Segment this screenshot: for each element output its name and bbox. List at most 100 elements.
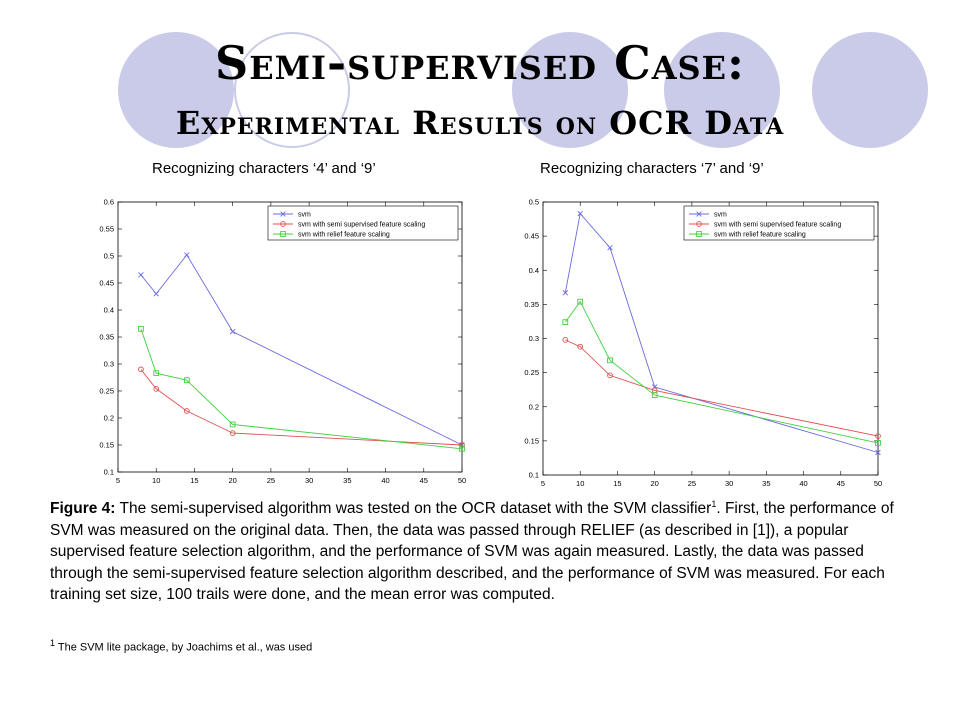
chart-1: 5 10 15 20 25 30 35 40 45 50 0.1 0.15 0.2 0.25 0.3 0.35… <box>99 198 466 486</box>
data-point-s1 <box>577 210 583 217</box>
data-point-s3 <box>138 326 144 332</box>
data-point-s1 <box>229 328 236 335</box>
legend-marker-2 <box>280 221 286 227</box>
data-point-s2 <box>229 430 236 436</box>
y-tick-label: 0.1 <box>529 471 539 480</box>
x-tick-label: 40 <box>381 476 389 485</box>
legend-marker-1 <box>696 211 702 217</box>
data-point-s1 <box>184 252 190 258</box>
decor-circle-3 <box>512 32 628 148</box>
legend-marker-3 <box>280 231 286 237</box>
legend-marker-1 <box>280 211 286 217</box>
data-point-s2 <box>562 337 569 343</box>
x-tick-label: 50 <box>874 479 882 488</box>
plot-area <box>117 201 463 473</box>
data-point-s2 <box>183 408 190 414</box>
x-tick-label: 25 <box>267 476 275 485</box>
plot-area <box>542 201 879 476</box>
y-tick-label: 0.15 <box>524 436 539 445</box>
data-point-s1 <box>607 245 613 251</box>
data-point-s3 <box>562 319 569 325</box>
data-point-s3 <box>183 377 190 384</box>
y-tick-label: 0.5 <box>529 198 539 207</box>
caption-sup: 1 <box>711 499 717 509</box>
y-tick-label: 0.55 <box>99 225 114 234</box>
decor-circle-4 <box>664 32 780 148</box>
caption-text-1: The semi-supervised algorithm was tested… <box>115 500 712 518</box>
y-tick-label: 0.15 <box>99 441 114 450</box>
x-tick-label: 35 <box>762 479 770 488</box>
x-tick-label: 30 <box>305 476 313 485</box>
decor-circle-1 <box>118 32 234 148</box>
legend-label-2: svm with semi supervised feature scaling <box>298 222 425 229</box>
y-tick-label: 0.3 <box>529 334 539 343</box>
legend-marker-2 <box>696 221 702 227</box>
legend-label-3: svm with relief feature scaling <box>298 232 390 239</box>
figure-caption: Figure 4: The semi-supervised algorithm … <box>50 494 910 606</box>
y-tick-label: 0.1 <box>104 468 114 477</box>
data-point-s3 <box>607 357 613 364</box>
x-tick-label: 10 <box>152 476 160 485</box>
series-line-3 <box>140 328 463 450</box>
legend-label-3: svm with relief feature scaling <box>714 232 806 239</box>
x-tick-label: 50 <box>458 476 466 485</box>
x-tick-label: 15 <box>613 479 621 488</box>
x-tick-label: 35 <box>343 476 351 485</box>
y-tick-label: 0.35 <box>99 333 114 342</box>
y-tick-label: 0.25 <box>99 387 114 396</box>
data-point-s2 <box>153 385 160 392</box>
page-subtitle: Experimental Results on OCR Data <box>175 104 785 142</box>
data-point-s3 <box>577 298 584 305</box>
legend-label-1: svm <box>714 212 727 219</box>
x-tick-label: 20 <box>650 479 658 488</box>
data-point-s2 <box>875 433 881 439</box>
decor-circle-2 <box>234 32 350 148</box>
y-tick-label: 0.4 <box>529 266 539 275</box>
y-tick-label: 0.35 <box>524 300 539 309</box>
series-line-3 <box>564 300 879 444</box>
y-tick-label: 0.25 <box>524 368 539 377</box>
data-point-s1 <box>138 272 144 278</box>
x-tick-label: 45 <box>837 479 845 488</box>
chart-2: 5 10 15 20 25 30 35 40 45 50 0.1 0.15 0.2 0.25 0.3 0.35… <box>524 198 882 489</box>
y-tick-label: 0.45 <box>524 232 539 241</box>
decor-circle-5 <box>812 32 928 148</box>
data-point-s1 <box>153 291 159 297</box>
data-point-s3 <box>229 421 236 428</box>
x-tick-label: 20 <box>228 476 236 485</box>
x-tick-label: 40 <box>799 479 807 488</box>
data-point-s3 <box>651 392 658 398</box>
data-point-s2 <box>459 442 465 448</box>
y-tick-label: 0.2 <box>529 402 539 411</box>
y-tick-label: 0.2 <box>104 414 114 423</box>
footnote-sup: 1 <box>50 638 56 648</box>
legend-label-1: svm <box>298 212 311 219</box>
data-point-s1 <box>562 290 569 296</box>
x-tick-label: 25 <box>688 479 696 488</box>
y-tick-label: 0.4 <box>104 306 114 315</box>
data-point-s3 <box>459 445 465 452</box>
legend-label-2: svm with semi supervised feature scaling <box>714 222 841 229</box>
x-tick-label: 15 <box>190 476 198 485</box>
chart-2-title: Recognizing characters ‘7’ and ‘9’ <box>540 160 764 177</box>
caption-label: Figure 4: <box>50 500 116 518</box>
caption-text-2: . First, the performance of SVM was meas… <box>50 500 894 604</box>
y-tick-label: 0.45 <box>99 279 114 288</box>
x-tick-label: 30 <box>725 479 733 488</box>
y-tick-label: 0.6 <box>104 198 114 207</box>
legend-box <box>267 205 459 241</box>
x-tick-label: 5 <box>541 479 545 488</box>
data-point-s1 <box>875 449 881 456</box>
series-line-2 <box>140 369 463 446</box>
data-point-s2 <box>138 366 144 373</box>
legend-box <box>683 205 875 241</box>
data-point-s2 <box>577 343 584 350</box>
data-point-s3 <box>875 440 881 446</box>
legend-marker-3 <box>696 231 702 237</box>
x-tick-label: 45 <box>420 476 428 485</box>
chart-1-title: Recognizing characters ‘4’ and ‘9’ <box>152 160 376 177</box>
series-line-2 <box>565 339 879 437</box>
x-tick-label: 5 <box>116 476 120 485</box>
data-point-s3 <box>153 370 160 377</box>
data-point-s2 <box>607 372 613 379</box>
